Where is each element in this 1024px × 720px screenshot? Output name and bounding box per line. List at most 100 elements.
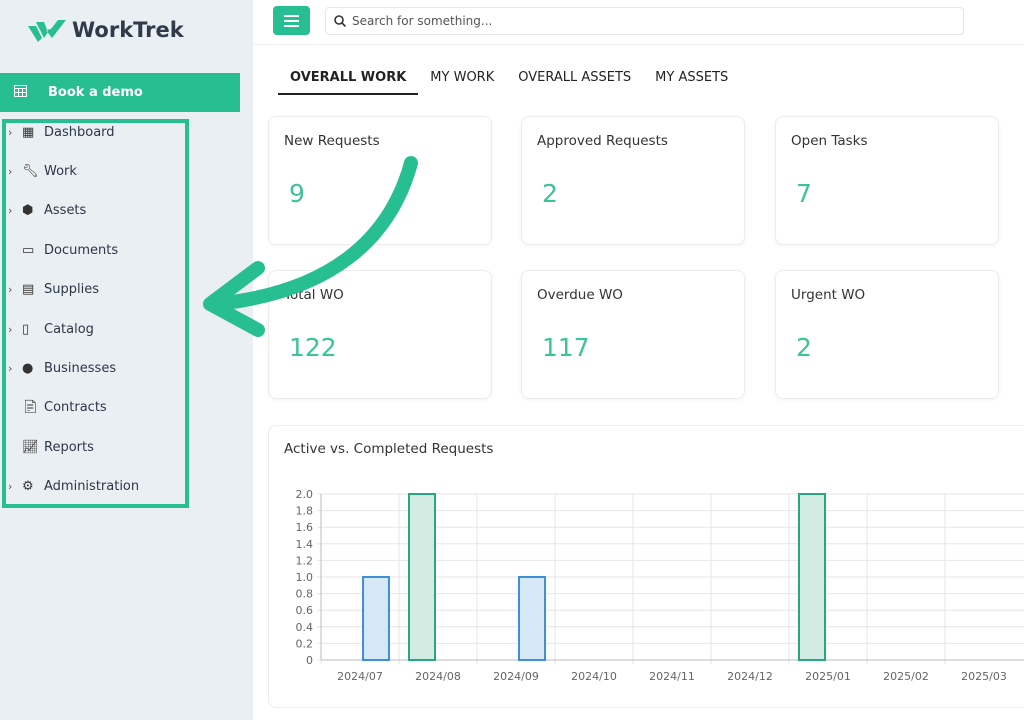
catalog-icon: ▯ [22,321,30,337]
stat-card[interactable]: Overdue WO 117 [521,270,745,399]
stat-value: 9 [289,179,305,208]
stat-title: New Requests [284,133,380,149]
book-demo-button[interactable]: Book a demo [0,73,240,112]
stat-value: 2 [796,333,812,362]
y-tick-label: 0.8 [296,588,314,601]
calendar-icon [14,84,48,101]
sidebar-item-contracts[interactable]: 📄︎ Contracts [8,396,107,420]
sidebar-item-label: Documents [44,242,119,258]
sidebar-item-label: Dashboard [44,124,115,140]
stat-card[interactable]: Approved Requests 2 [521,116,745,245]
y-tick-label: 1.0 [296,571,314,584]
x-tick-label: 2025/02 [883,670,929,683]
sidebar-item-documents[interactable]: ▭ Documents [8,238,118,262]
y-tick-label: 0 [306,654,313,667]
sidebar-item-dashboard[interactable]: › ▦ Dashboard [8,120,115,144]
stat-title: Open Tasks [791,133,868,149]
tab-overall-work[interactable]: OVERALL WORK [278,64,419,95]
chevron-right-icon: › [8,480,13,494]
stat-card[interactable]: Total WO 122 [268,270,492,399]
dashboard-icon: ▦ [22,124,35,140]
sidebar-item-reports[interactable]: 📈︎ Reports [8,435,94,459]
nav-highlight-box [2,119,189,508]
x-tick-label: 2024/08 [415,670,461,683]
bar-chart: 0 0.2 0.4 0.6 0.8 1.0 1.2 1.4 1.6 1.8 2.0 2024/07 20… [296,488,1024,683]
chevron-right-icon: › [8,283,13,297]
y-tick-label: 1.8 [296,505,314,518]
chevron-right-icon: › [8,361,13,375]
bar [408,493,436,661]
stat-title: Urgent WO [791,287,866,303]
y-tick-label: 2.0 [296,488,314,501]
x-tick-label: 2024/09 [493,670,539,683]
archive-icon: ▤ [22,282,35,298]
sidebar-item-label: Catalog [44,321,94,337]
gear-icon: ⚙ [22,479,34,495]
stat-title: Approved Requests [537,133,668,149]
sidebar-item-supplies[interactable]: › ▤ Supplies [8,278,99,302]
x-tick-label: 2025/03 [961,670,1007,683]
x-tick-label: 2024/07 [337,670,383,683]
bar [362,576,390,661]
topbar [253,0,1024,45]
sidebar-item-label: Reports [44,439,94,455]
sidebar-item-work[interactable]: › 🔧︎ Work [8,159,77,183]
x-tick-label: 2024/10 [571,670,617,683]
tab-overall-assets[interactable]: OVERALL ASSETS [518,70,632,85]
document-icon: ▭ [22,242,35,258]
y-tick-label: 0.4 [296,621,314,634]
stat-value: 117 [542,333,590,362]
stat-value: 122 [289,333,337,362]
hamburger-icon [284,14,299,17]
chevron-right-icon: › [8,164,13,178]
chart-title: Active vs. Completed Requests [284,441,494,457]
wrench-icon: 🔧︎ [22,163,39,179]
tab-bar: OVERALL WORK MY WORK OVERALL ASSETS MY A… [278,64,740,95]
sidebar-item-label: Administration [44,479,140,495]
sidebar-item-businesses[interactable]: › ● Businesses [8,356,116,380]
stat-title: Overdue WO [537,287,623,303]
bar [798,493,826,661]
book-demo-label: Book a demo [48,85,143,100]
y-tick-label: 0.6 [296,604,314,617]
sidebar-item-assets[interactable]: › ⬢ Assets [8,199,86,223]
box-icon: ⬢ [22,203,34,219]
sidebar-item-administration[interactable]: › ⚙ Administration [8,475,139,499]
search-input[interactable]: Search for something... [325,7,964,35]
chevron-right-icon: › [8,204,13,218]
sidebar-item-label: Contracts [44,400,107,416]
contract-icon: 📄︎ [22,400,39,416]
report-icon: 📈︎ [22,439,39,455]
chevron-right-icon: › [8,125,13,139]
sidebar-item-label: Supplies [44,282,99,298]
bar [518,576,546,661]
search-icon [334,15,346,27]
y-tick-label: 0.2 [296,637,314,650]
chevron-right-icon: › [8,322,13,336]
y-tick-label: 1.2 [296,554,314,567]
sidebar-item-label: Businesses [44,360,117,376]
sidebar-item-catalog[interactable]: › ▯ Catalog [8,317,94,341]
stat-card[interactable]: Urgent WO 2 [775,270,999,399]
sidebar-item-label: Work [44,163,77,179]
search-placeholder: Search for something... [352,14,493,28]
y-tick-label: 1.4 [296,538,314,551]
x-tick-label: 2025/01 [805,670,851,683]
stat-card[interactable]: Open Tasks 7 [775,116,999,245]
x-tick-label: 2024/11 [649,670,695,683]
stat-card[interactable]: New Requests 9 [268,116,492,245]
stat-title: Total WO [284,287,344,303]
x-tick-label: 2024/12 [727,670,773,683]
tab-my-work[interactable]: MY WORK [430,70,495,85]
logo[interactable]: WorkTrek [28,18,184,42]
stat-value: 2 [542,179,558,208]
stat-value: 7 [796,179,812,208]
user-icon: ● [22,360,34,376]
chart-card: Active vs. Completed Requests 0 0.2 0.4 0.6… [268,425,1024,708]
worktrek-logo-icon [28,20,66,42]
sidebar-item-label: Assets [44,203,87,219]
y-tick-label: 1.6 [296,521,314,534]
sidebar: WorkTrek Book a demo › ▦ Dashboard › 🔧︎ Work ›… [0,0,253,720]
menu-toggle-button[interactable] [273,6,310,35]
tab-my-assets[interactable]: MY ASSETS [655,70,729,85]
